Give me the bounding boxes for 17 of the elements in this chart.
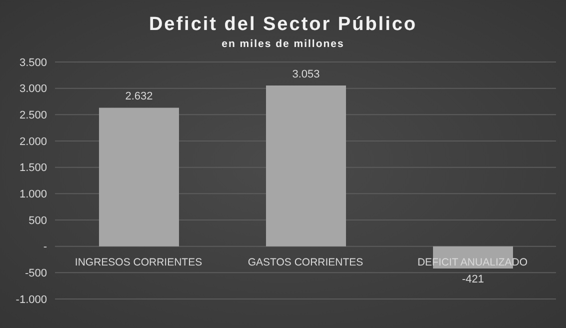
y-tick-label: 500 xyxy=(28,214,47,227)
y-tick-label: 2.500 xyxy=(19,110,47,122)
chart-title: Deficit del Sector Público xyxy=(148,13,418,36)
data-label: 2.632 xyxy=(125,90,153,103)
y-tick-label: -500 xyxy=(24,268,47,280)
y-tick-label: -1.000 xyxy=(16,294,47,306)
x-tick-label: INGRESOS CORRIENTES xyxy=(74,256,202,268)
chart-subtitle: en miles de millones xyxy=(220,38,346,50)
data-label: -421 xyxy=(462,274,484,286)
y-tick-label: 3.000 xyxy=(19,83,47,96)
y-tick-label: 1.500 xyxy=(19,162,47,174)
y-tick-label: - xyxy=(43,241,48,254)
data-label: 3.053 xyxy=(292,68,320,81)
x-tick-label: GASTOS CORRIENTES xyxy=(248,256,364,268)
y-tick-label: 2.000 xyxy=(19,136,47,148)
y-tick-label: 1.000 xyxy=(19,188,47,201)
y-tick-label: 3.500 xyxy=(19,56,47,69)
